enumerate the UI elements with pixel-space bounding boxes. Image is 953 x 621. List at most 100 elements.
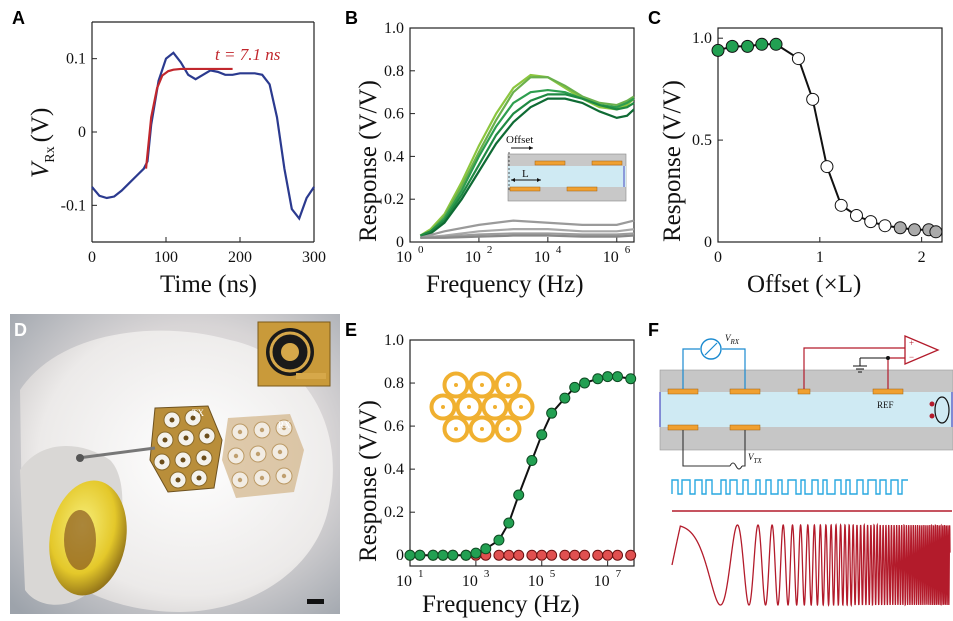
f-vtx-label: VTX [748,452,762,465]
panel-e-chart: 0 0.2 0.4 0.6 0.8 1.0 10 1 10 3 10 5 10 7 Frequency (… [355,332,637,618]
panel-b-chart: 00.20.40.60.81.010 0 10 2 10 4 10 6 Offset L Fr… [355,20,635,298]
e-green-point [612,371,624,383]
b-series-line [420,232,635,239]
a-xtick-label: 100 [154,249,178,266]
e-electrode-array-icon [429,371,535,443]
e-ring-center [441,405,445,409]
c-data-point [755,37,769,51]
c-ytick-label: 1.0 [692,30,712,47]
e-xtick-label: 10 [462,573,478,590]
a-ytick-label: -0.1 [61,197,86,214]
panel-letter-c: C [648,8,661,28]
c-data-point [908,223,922,237]
e-green-point [437,549,449,561]
panel-letter-f: F [648,320,659,340]
d-tx-electrode-center [201,455,207,461]
e-red-point [569,549,581,561]
d-rx-electrode-center [237,477,243,483]
b-series-line [419,97,635,239]
d-rx-electrode-center [237,429,243,435]
e-green-point [493,534,505,546]
b-ytick-label: 0.4 [384,148,404,165]
e-ytick-label: 0.8 [384,375,404,392]
b-series-line [419,76,635,237]
c-ylabel: Response (V/V) [659,80,686,242]
e-green-point [536,429,548,441]
e-xtick-exponent: 7 [616,568,622,580]
e-xtick-label: 10 [594,573,610,590]
e-red-point [592,549,604,561]
e-red-point [526,549,538,561]
e-ring-center [454,427,458,431]
e-xlabel: Frequency (Hz) [422,591,580,618]
e-ylabel: Response (V/V) [355,400,382,562]
a-fit-trace [144,67,233,169]
b-ytick-label: 0 [396,234,404,251]
e-red-point [493,549,505,561]
c-xtick-label: 0 [714,249,722,266]
c-data-point [834,198,848,212]
a-ylabel: VRx(V) [27,108,58,178]
a-annotation: t = 7.1 ns [215,45,281,64]
c-data-point [849,209,863,223]
a-ytick-label: 0 [78,124,86,141]
b-xlabel: Frequency (Hz) [426,271,584,298]
e-ring-center [519,405,523,409]
svg-text:−: − [909,352,914,362]
e-ring-center [480,427,484,431]
f-vrx-label: VRX [725,333,740,346]
d-tx-label: TX [192,408,204,418]
svg-text:+: + [909,338,914,348]
e-red-point [579,549,591,561]
panel-letter-e: E [345,320,357,340]
e-ring-center [506,383,510,387]
b-inset-offset-label: Offset [506,134,533,146]
b-xtick-exponent: 6 [625,244,631,256]
c-data-point [711,43,725,57]
b-xtick-label: 10 [465,249,481,266]
c-data-point [741,39,755,53]
e-green-point [569,381,581,393]
signal-source-icon [729,462,743,470]
d-tx-electrode-center [169,417,175,423]
b-xtick-exponent: 0 [418,244,424,256]
c-ytick-label: 0 [704,234,712,251]
e-green-point [447,549,459,561]
d-rx-electrode-center [255,451,261,457]
a-measured-trace [91,51,315,221]
b-xtick-label: 10 [534,249,550,266]
d-rx-label: RX [278,420,291,430]
coil-icon [934,396,950,424]
f-ref-label: REF [877,400,894,410]
e-green-point [625,373,637,385]
c-data-point [929,225,943,239]
e-green-point [579,377,591,389]
b-ytick-label: 0.6 [384,106,404,123]
b-ytick-label: 1.0 [384,20,404,37]
a-xlabel: Time (ns) [160,271,257,298]
e-green-point [404,549,416,561]
b-xtick-exponent: 2 [487,244,493,256]
e-green-point [503,517,515,529]
d-rx-electrode-center [281,473,287,479]
e-ytick-label: 0 [396,547,404,564]
e-green-point [427,549,439,561]
panel-letter-a: A [12,8,25,28]
a-xtick-label: 300 [302,249,326,266]
c-data-point [791,52,805,66]
c-data-point [864,215,878,229]
d-rx-electrode-center [259,475,265,481]
e-green-point [414,549,426,561]
d-tx-electrode-center [196,475,202,481]
c-fit-curve [717,43,937,233]
amplifier-icon [904,335,940,365]
e-red-point [546,549,558,561]
b-series-line [419,88,635,237]
e-ring-center [467,405,471,409]
d-tx-electrode-center [159,459,165,465]
e-red-point [513,549,525,561]
e-green-point [480,543,492,555]
b-series-line [419,93,635,237]
d-tx-electrode-center [190,415,196,421]
